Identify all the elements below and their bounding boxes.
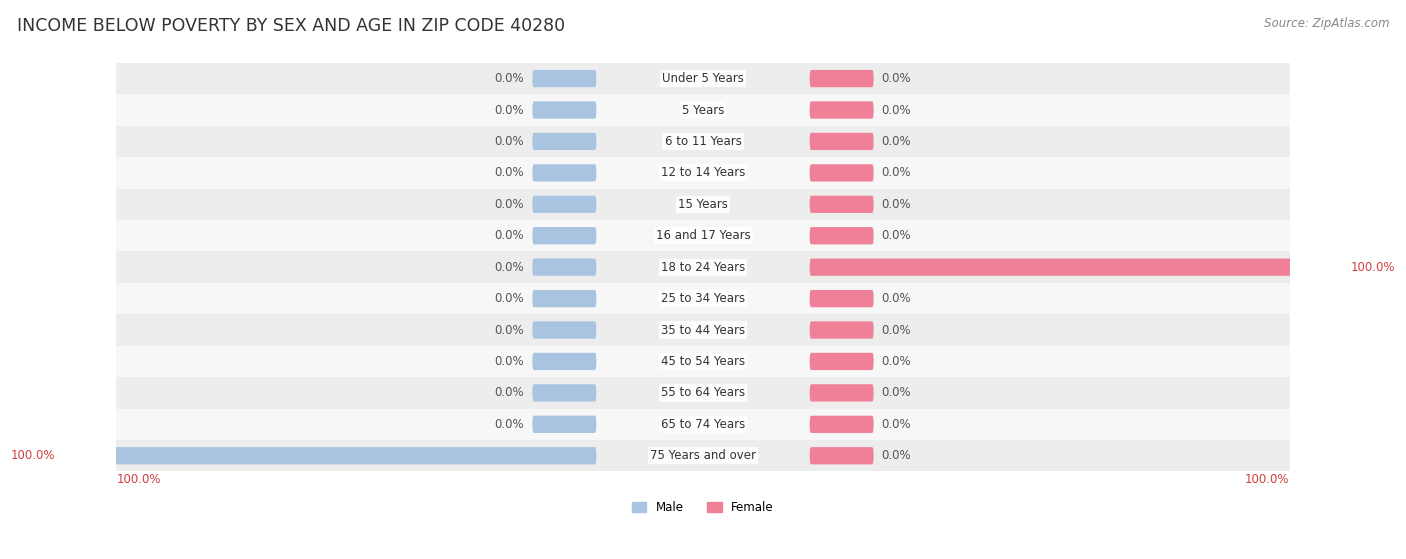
FancyBboxPatch shape bbox=[533, 384, 596, 401]
Text: 0.0%: 0.0% bbox=[495, 324, 524, 337]
Text: 12 to 14 Years: 12 to 14 Years bbox=[661, 167, 745, 179]
FancyBboxPatch shape bbox=[810, 321, 873, 339]
FancyBboxPatch shape bbox=[533, 164, 596, 182]
FancyBboxPatch shape bbox=[810, 227, 873, 244]
Text: 0.0%: 0.0% bbox=[495, 292, 524, 305]
FancyBboxPatch shape bbox=[810, 196, 873, 213]
FancyBboxPatch shape bbox=[810, 384, 873, 401]
FancyBboxPatch shape bbox=[810, 164, 873, 182]
Bar bbox=[117, 377, 1289, 409]
FancyBboxPatch shape bbox=[533, 290, 596, 307]
Text: 35 to 44 Years: 35 to 44 Years bbox=[661, 324, 745, 337]
Text: 100.0%: 100.0% bbox=[11, 449, 55, 462]
FancyBboxPatch shape bbox=[810, 353, 873, 370]
Bar bbox=[117, 63, 1289, 94]
Text: 0.0%: 0.0% bbox=[882, 198, 911, 211]
Bar bbox=[117, 409, 1289, 440]
Text: 0.0%: 0.0% bbox=[495, 72, 524, 85]
Text: 0.0%: 0.0% bbox=[882, 167, 911, 179]
Text: 0.0%: 0.0% bbox=[495, 418, 524, 431]
FancyBboxPatch shape bbox=[810, 416, 873, 433]
Text: 75 Years and over: 75 Years and over bbox=[650, 449, 756, 462]
Text: Under 5 Years: Under 5 Years bbox=[662, 72, 744, 85]
Bar bbox=[117, 345, 1289, 377]
Text: 0.0%: 0.0% bbox=[495, 167, 524, 179]
Text: 0.0%: 0.0% bbox=[495, 198, 524, 211]
FancyBboxPatch shape bbox=[533, 353, 596, 370]
FancyBboxPatch shape bbox=[810, 258, 1343, 276]
FancyBboxPatch shape bbox=[533, 133, 596, 150]
Text: 65 to 74 Years: 65 to 74 Years bbox=[661, 418, 745, 431]
FancyBboxPatch shape bbox=[810, 133, 873, 150]
Text: 100.0%: 100.0% bbox=[1246, 473, 1289, 486]
Text: Source: ZipAtlas.com: Source: ZipAtlas.com bbox=[1264, 17, 1389, 30]
Text: 16 and 17 Years: 16 and 17 Years bbox=[655, 229, 751, 242]
FancyBboxPatch shape bbox=[810, 290, 873, 307]
Bar bbox=[117, 188, 1289, 220]
Bar bbox=[117, 126, 1289, 157]
Text: 100.0%: 100.0% bbox=[1351, 260, 1395, 274]
Text: 0.0%: 0.0% bbox=[495, 135, 524, 148]
Text: 0.0%: 0.0% bbox=[882, 386, 911, 399]
FancyBboxPatch shape bbox=[810, 447, 873, 465]
Bar bbox=[117, 283, 1289, 314]
Text: 0.0%: 0.0% bbox=[882, 292, 911, 305]
Text: 6 to 11 Years: 6 to 11 Years bbox=[665, 135, 741, 148]
Bar bbox=[117, 440, 1289, 471]
Bar bbox=[117, 314, 1289, 345]
Text: 0.0%: 0.0% bbox=[882, 229, 911, 242]
Text: 0.0%: 0.0% bbox=[882, 324, 911, 337]
Text: 0.0%: 0.0% bbox=[882, 355, 911, 368]
Text: 0.0%: 0.0% bbox=[882, 103, 911, 116]
Text: 0.0%: 0.0% bbox=[882, 449, 911, 462]
Legend: Male, Female: Male, Female bbox=[633, 501, 773, 514]
FancyBboxPatch shape bbox=[533, 227, 596, 244]
FancyBboxPatch shape bbox=[533, 321, 596, 339]
Text: 0.0%: 0.0% bbox=[495, 355, 524, 368]
Bar bbox=[117, 94, 1289, 126]
Text: 18 to 24 Years: 18 to 24 Years bbox=[661, 260, 745, 274]
Text: 55 to 64 Years: 55 to 64 Years bbox=[661, 386, 745, 399]
Bar bbox=[117, 157, 1289, 188]
FancyBboxPatch shape bbox=[533, 70, 596, 87]
Text: 100.0%: 100.0% bbox=[117, 473, 160, 486]
Text: 25 to 34 Years: 25 to 34 Years bbox=[661, 292, 745, 305]
Text: 0.0%: 0.0% bbox=[882, 135, 911, 148]
Text: 0.0%: 0.0% bbox=[495, 386, 524, 399]
FancyBboxPatch shape bbox=[533, 258, 596, 276]
Text: 5 Years: 5 Years bbox=[682, 103, 724, 116]
FancyBboxPatch shape bbox=[533, 416, 596, 433]
Text: 0.0%: 0.0% bbox=[495, 260, 524, 274]
Text: 0.0%: 0.0% bbox=[882, 72, 911, 85]
FancyBboxPatch shape bbox=[810, 101, 873, 119]
FancyBboxPatch shape bbox=[63, 447, 596, 465]
Text: 15 Years: 15 Years bbox=[678, 198, 728, 211]
FancyBboxPatch shape bbox=[533, 196, 596, 213]
Text: INCOME BELOW POVERTY BY SEX AND AGE IN ZIP CODE 40280: INCOME BELOW POVERTY BY SEX AND AGE IN Z… bbox=[17, 17, 565, 35]
Text: 0.0%: 0.0% bbox=[495, 229, 524, 242]
Text: 0.0%: 0.0% bbox=[882, 418, 911, 431]
FancyBboxPatch shape bbox=[810, 70, 873, 87]
Text: 0.0%: 0.0% bbox=[495, 103, 524, 116]
Text: 45 to 54 Years: 45 to 54 Years bbox=[661, 355, 745, 368]
Bar bbox=[117, 252, 1289, 283]
FancyBboxPatch shape bbox=[533, 101, 596, 119]
Bar bbox=[117, 220, 1289, 252]
